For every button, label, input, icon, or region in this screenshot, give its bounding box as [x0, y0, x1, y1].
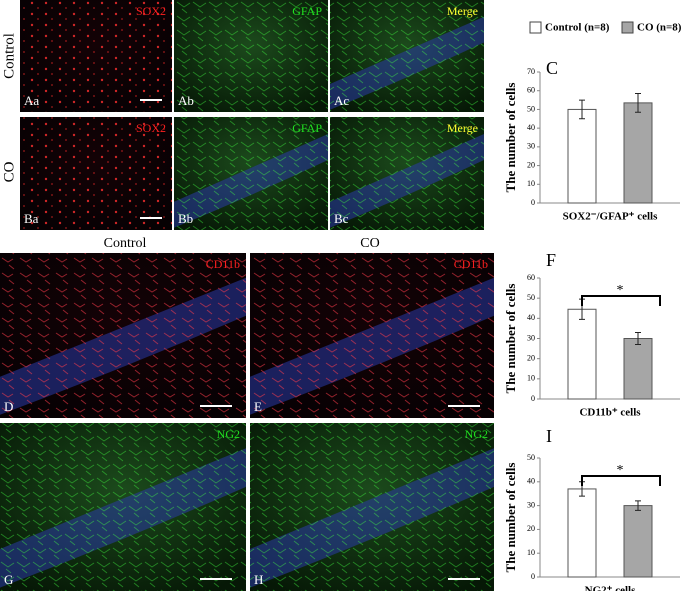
y-tick-label: 10	[527, 374, 535, 383]
stain-label: GFAP	[292, 4, 322, 18]
y-tick-label: 20	[527, 160, 535, 169]
error-bar	[579, 99, 585, 120]
y-axis-label: The number of cells	[503, 83, 518, 193]
y-tick-label: 0	[531, 572, 535, 581]
image-panel: H NG2	[250, 423, 494, 591]
y-tick-label: 10	[527, 548, 535, 557]
image-panel: Ab GFAP	[174, 0, 328, 112]
y-tick-label: 10	[527, 179, 535, 188]
panel-label: G	[4, 572, 13, 587]
signal	[0, 253, 246, 418]
y-tick-label: 30	[527, 500, 535, 509]
signal	[174, 117, 328, 230]
y-tick-label: 40	[527, 313, 535, 322]
y-tick-label: 50	[527, 104, 535, 113]
significance-bracket	[581, 295, 661, 306]
panel-letter: I	[546, 426, 552, 446]
error-bar	[635, 93, 641, 113]
panel-label: Bb	[178, 211, 193, 226]
bar	[623, 102, 653, 204]
stain-label: CD11b	[206, 257, 240, 271]
image-panel: D CD11b	[0, 253, 246, 418]
panel-label: E	[254, 399, 262, 414]
stain-label: CD11b	[454, 257, 488, 271]
legend-swatch	[621, 21, 634, 34]
signal	[250, 423, 494, 591]
y-axis-label: The number of cells	[503, 463, 518, 573]
panel-label: Bc	[334, 211, 349, 226]
image-panel: Ac Merge	[330, 0, 484, 112]
legend-label: Control (n=8)	[545, 22, 610, 34]
image-panel: E CD11b	[250, 253, 494, 418]
signal	[330, 0, 484, 112]
signal	[174, 0, 328, 112]
bar	[567, 488, 597, 578]
panel-label: Aa	[24, 93, 39, 108]
column-label: Control	[104, 236, 147, 251]
legend-swatch	[529, 21, 542, 34]
stain-label: NG2	[465, 427, 488, 441]
panel-letter: F	[546, 250, 556, 270]
y-tick-label: 30	[527, 142, 535, 151]
bar	[623, 338, 653, 400]
bar	[567, 308, 597, 400]
stain-label: SOX2	[136, 121, 166, 135]
legend-label: CO (n=8)	[637, 22, 682, 34]
y-tick-label: 70	[527, 67, 535, 76]
x-category-label: SOX2⁻/GFAP⁺ cells	[563, 211, 659, 223]
panel-label: D	[4, 399, 13, 414]
image-panel: Bb GFAP	[174, 117, 328, 230]
y-tick-label: 0	[531, 394, 535, 403]
y-tick-label: 50	[527, 293, 535, 302]
signal	[250, 253, 494, 418]
error-bar	[635, 500, 641, 511]
x-category-label: CD11b⁺ cells	[579, 407, 641, 419]
panel-label: Ac	[334, 93, 349, 108]
image-panel: Aa SOX2	[20, 0, 172, 112]
bar	[567, 108, 597, 204]
stain-label: SOX2	[136, 4, 166, 18]
x-category-label: NG2⁺ cells	[585, 585, 636, 591]
y-tick-label: 20	[527, 353, 535, 362]
panel-letter: C	[546, 58, 558, 78]
significance-bracket	[581, 475, 661, 486]
y-tick-label: 0	[531, 198, 535, 207]
error-bar	[635, 331, 641, 346]
row-label: Control	[1, 33, 17, 79]
column-label: CO	[360, 236, 379, 251]
image-panel: G NG2	[0, 423, 246, 591]
y-tick-label: 30	[527, 333, 535, 342]
signal	[330, 117, 484, 230]
image-panel: Bc Merge	[330, 117, 484, 230]
y-tick-label: 50	[527, 453, 535, 462]
y-tick-label: 40	[527, 477, 535, 486]
y-axis-label: The number of cells	[503, 284, 518, 394]
stain-label: NG2	[217, 427, 240, 441]
stain-label: Merge	[447, 4, 478, 18]
y-tick-label: 20	[527, 524, 535, 533]
panel-label: Ba	[24, 211, 39, 226]
y-tick-label: 60	[527, 86, 535, 95]
bar	[623, 505, 653, 578]
y-tick-label: 60	[527, 273, 535, 282]
signal	[20, 0, 172, 112]
image-panel: Ba SOX2	[20, 117, 172, 230]
signal	[20, 117, 172, 230]
y-tick-label: 40	[527, 123, 535, 132]
stain-label: GFAP	[292, 121, 322, 135]
panel-label: H	[254, 572, 263, 587]
row-label: CO	[1, 161, 17, 182]
signal	[0, 423, 246, 591]
stain-label: Merge	[447, 121, 478, 135]
significance-star: *	[617, 283, 624, 298]
panel-label: Ab	[178, 93, 194, 108]
significance-star: *	[617, 463, 624, 478]
